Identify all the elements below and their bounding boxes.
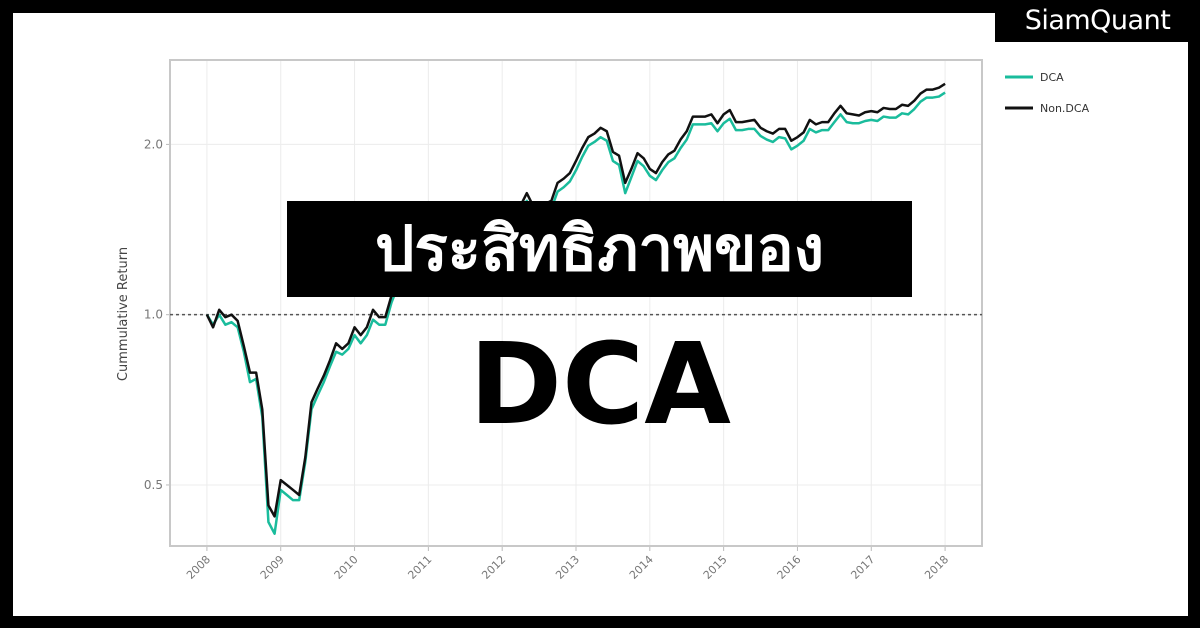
- x-tick-label: 2008: [184, 553, 213, 582]
- dca-title: DCA: [469, 320, 731, 450]
- y-tick-label: 1.0: [144, 308, 163, 322]
- series-line-dca: [205, 91, 946, 535]
- legend-label: Non.DCA: [1040, 102, 1090, 115]
- headline-banner: ประสิทธิภาพของ: [287, 201, 912, 297]
- poster-canvas: 2008 2009 2010 2011 2012 2013 2014 2015 2016 2017…: [13, 13, 1188, 616]
- legend-label: DCA: [1040, 71, 1064, 84]
- x-tick-label: 2013: [553, 553, 582, 582]
- y-tick-label: 0.5: [144, 478, 163, 492]
- x-tick-label: 2009: [258, 553, 287, 582]
- x-tick-label: 2015: [701, 553, 730, 582]
- cumulative-return-chart: 2008 2009 2010 2011 2012 2013 2014 2015 2016 2017…: [116, 59, 1090, 582]
- x-tick-label: 2017: [848, 553, 877, 582]
- y-axis-label: Cummulative Return: [116, 247, 131, 381]
- x-tick-label: 2010: [332, 553, 361, 582]
- x-tick-label: 2014: [627, 553, 656, 582]
- x-tick-label: 2016: [775, 553, 804, 582]
- y-tick-label: 2.0: [144, 137, 163, 151]
- plot-border: [169, 59, 983, 547]
- siamquant-logo: SiamQuant: [995, 0, 1200, 42]
- x-tick-label: 2018: [922, 553, 951, 582]
- x-tick-label: 2012: [479, 553, 508, 582]
- series-line-non-dca: [205, 82, 946, 518]
- x-tick-label: 2011: [405, 553, 434, 582]
